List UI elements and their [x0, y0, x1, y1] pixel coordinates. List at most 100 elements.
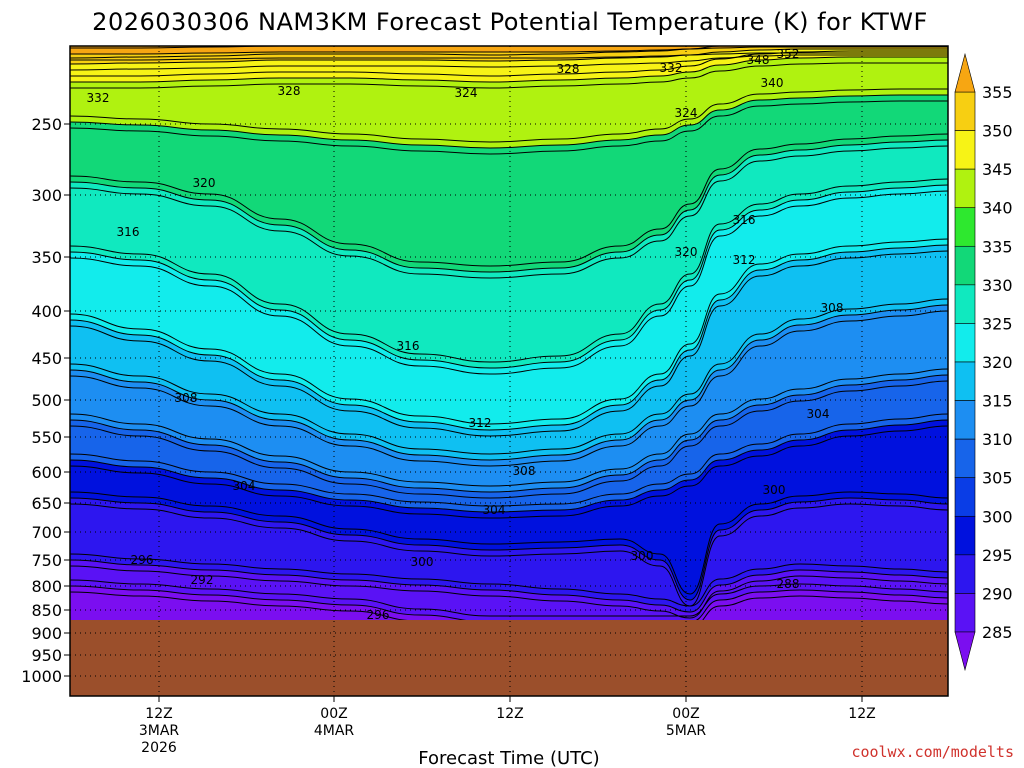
y-tick-label: 450: [31, 349, 62, 368]
contour-label: 332: [660, 61, 683, 75]
colorbar-segment: [954, 361, 976, 401]
contour-label: 332: [87, 91, 110, 105]
contour-label: 304: [483, 503, 506, 517]
colorbar-label: 285: [982, 623, 1013, 642]
contour-label: 340: [761, 76, 784, 90]
contour-4-1: [70, 374, 948, 493]
contour-7-2: [70, 190, 948, 375]
contour-label: 316: [397, 339, 420, 353]
credit-link[interactable]: coolwx.com/modelts: [851, 743, 1014, 761]
contour-label: 348: [747, 53, 770, 67]
colorbar-label: 310: [982, 430, 1013, 449]
contour-label: 288: [777, 577, 800, 591]
plot-area: [70, 46, 948, 696]
x-tick-label: 00Z: [320, 706, 347, 722]
contour-9-2: [70, 100, 948, 155]
pressure-axis: 250 300 350 400 450 500 550 600 650 700 750 800 850 9…: [21, 115, 70, 686]
chart-title: 2026030306 NAM3KM Forecast Potential Tem…: [92, 8, 928, 36]
contour-label: 328: [557, 62, 580, 76]
contour-label: 300: [763, 483, 786, 497]
contour-label: 308: [513, 464, 536, 478]
color-bands: [70, 46, 948, 696]
contour-label: 296: [131, 553, 154, 567]
plot-frame: [69, 45, 949, 697]
contour-11-2: [70, 54, 948, 71]
contour-4-0: [70, 368, 948, 487]
contour-label: 312: [469, 416, 492, 430]
y-tick-label: 500: [31, 391, 62, 410]
y-tick-label: 350: [31, 248, 62, 267]
contour-label: 292: [191, 573, 214, 587]
x-tick-label: 5MAR: [666, 723, 707, 739]
contour-1-1: [70, 559, 948, 613]
contour-label: 316: [733, 213, 756, 227]
contour-6-0: [70, 238, 948, 425]
colorbar-label: 315: [982, 392, 1013, 411]
contour-label: 296: [367, 608, 390, 622]
contour-7-0: [70, 178, 948, 363]
contour-label: 320: [193, 176, 216, 190]
contour-label: 308: [175, 391, 198, 405]
contour-12-2: [70, 52, 948, 61]
colorbar-segment: [954, 400, 976, 440]
colorbar-segment: [954, 245, 976, 286]
contour-10-2: [70, 62, 948, 89]
y-tick-label: 750: [31, 551, 62, 570]
y-tick-label: 850: [31, 601, 62, 620]
contour-2-2: [70, 503, 948, 607]
contour-0-0: [70, 579, 948, 617]
contour-2-1: [70, 497, 948, 601]
contour-3-0: [70, 413, 948, 507]
y-tick-label: 600: [31, 463, 62, 482]
contour-3-2: [70, 425, 948, 519]
contour-10-1: [70, 56, 948, 83]
y-tick-label: 400: [31, 302, 62, 321]
x-axis-label: Forecast Time (UTC): [418, 748, 599, 768]
contour-label: 352: [777, 47, 800, 61]
contour-12-1: [70, 46, 948, 55]
x-tick-label: 00Z: [672, 706, 699, 722]
colorbar-label: 300: [982, 507, 1013, 526]
y-tick-label: 700: [31, 523, 62, 542]
contour-label: 304: [807, 407, 830, 421]
colorbar-segment: [954, 130, 976, 170]
contour-1-2: [70, 565, 948, 619]
colorbar-label: 295: [982, 546, 1013, 565]
colorbar-segment: [954, 168, 976, 209]
colorbar-segment: [954, 207, 976, 247]
contour-8-2: [70, 145, 948, 279]
contour-10-0: [70, 50, 948, 77]
contour-9-0: [70, 88, 948, 143]
contour-1-0: [70, 553, 948, 607]
y-tick-label: 550: [31, 428, 62, 447]
colorbar-label: 345: [982, 160, 1013, 179]
colorbar-top-arrow: [954, 52, 976, 93]
colorbar-label: 335: [982, 237, 1013, 256]
contour-5-0: [70, 298, 948, 455]
contour-label: 308: [821, 301, 844, 315]
contour-label: 300: [631, 549, 654, 563]
x-tick-label: 12Z: [145, 706, 172, 722]
contour-label: 316: [117, 225, 140, 239]
terrain-below-surface: [70, 620, 948, 696]
contour-label: 312: [733, 253, 756, 267]
colorbar-label: 330: [982, 276, 1013, 295]
colorbar-segment: [954, 477, 976, 517]
contour-6-2: [70, 250, 948, 437]
colorbar-label: 355: [982, 83, 1013, 102]
contour-label: 328: [278, 84, 301, 98]
colorbar-label: 290: [982, 584, 1013, 603]
x-tick-label: 12Z: [848, 706, 875, 722]
contour-label: 324: [675, 106, 698, 120]
y-tick-label: 300: [31, 186, 62, 205]
contour-8-1: [70, 139, 948, 273]
contour-4-2: [70, 380, 948, 499]
contour-label: 300: [411, 555, 434, 569]
x-tick-label: 3MAR: [139, 723, 180, 739]
colorbar-label: 325: [982, 314, 1013, 333]
contour-label: 320: [675, 245, 698, 259]
colorbar-segment: [954, 284, 976, 324]
colorbar-label: 320: [982, 353, 1013, 372]
colorbar-segment: [954, 515, 976, 556]
